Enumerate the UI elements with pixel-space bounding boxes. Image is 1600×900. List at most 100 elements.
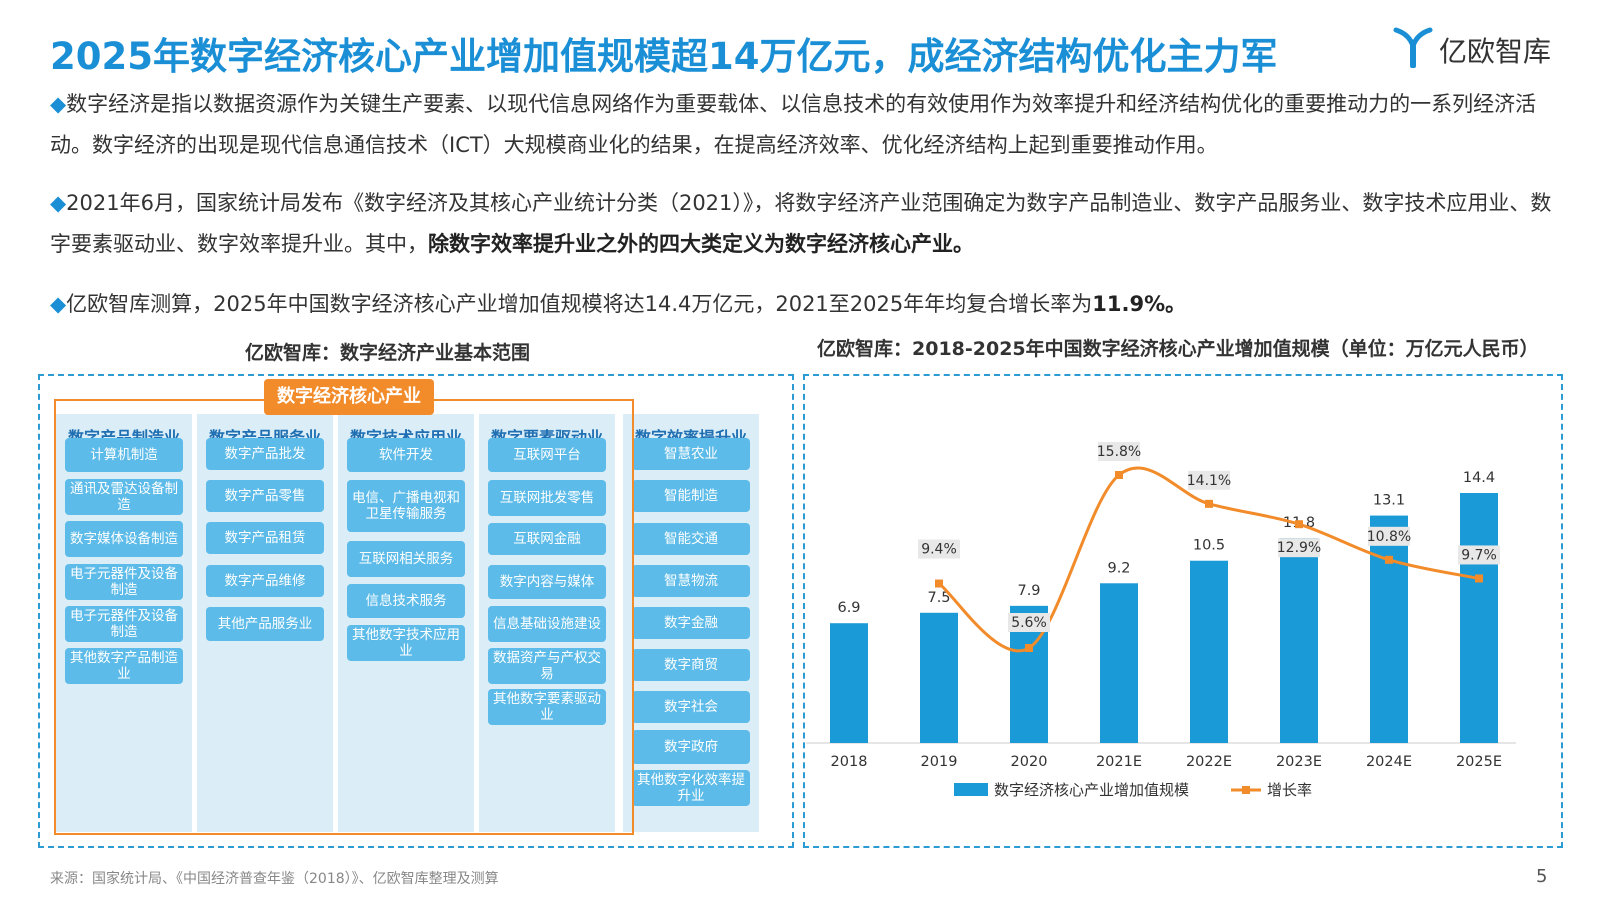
industry-column: 数字效率提升业智慧农业智能制造智能交通智慧物流数字金融数字商贸数字社会数字政府其…: [623, 414, 759, 832]
x-tick-label: 2019: [921, 754, 958, 770]
industry-item: 计算机制造: [65, 438, 183, 472]
rate-label: 14.1%: [1187, 473, 1231, 489]
core-industry-frame: [54, 399, 634, 835]
industry-item: 智慧物流: [632, 565, 750, 597]
industry-column: 数字要素驱动业互联网平台互联网批发零售互联网金融数字内容与媒体信息基础设施建设数…: [479, 414, 615, 832]
industry-item: 其他数字要素驱动业: [488, 689, 606, 725]
logo-text: 亿欧智库: [1439, 35, 1552, 68]
industry-item: 互联网金融: [488, 523, 606, 555]
core-industry-label: 数字经济核心产业: [264, 379, 434, 415]
intro-paragraph-3: ◆亿欧智库测算，2025年中国数字经济核心产业增加值规模将达14.4万亿元，20…: [50, 284, 1570, 325]
paragraph-text: 2021年6月，国家统计局发布《数字经济及其核心产业统计分类（2021）》，将数…: [50, 191, 1552, 256]
industry-item: 通讯及雷达设备制造: [65, 479, 183, 515]
legend-bar-label: 数字经济核心产业增加值规模: [994, 781, 1189, 799]
intro-paragraph-2: ◆2021年6月，国家统计局发布《数字经济及其核心产业统计分类（2021）》，将…: [50, 183, 1570, 265]
rate-label: 12.9%: [1277, 540, 1321, 556]
bullet-diamond-icon: ◆: [50, 292, 67, 316]
chart-title: 亿欧智库：2018-2025年中国数字经济核心产业增加值规模（单位：万亿元人民币…: [817, 338, 1539, 360]
bar: [1280, 538, 1318, 743]
bar-value-label: 7.9: [1017, 583, 1040, 599]
paragraph-bold-text: 11.9%。: [1092, 292, 1187, 316]
page-number: 5: [1536, 866, 1548, 887]
industry-item: 智慧农业: [632, 438, 750, 470]
bullet-diamond-icon: ◆: [50, 92, 67, 116]
industry-item: 数字金融: [632, 607, 750, 639]
industry-item: 数据资产与产权交易: [488, 648, 606, 684]
industry-item: 其他数字化效率提升业: [632, 770, 750, 806]
industry-item: 数字产品零售: [206, 480, 324, 512]
legend-line-label: 增长率: [1267, 781, 1312, 799]
industry-item: 数字产品租赁: [206, 522, 324, 554]
growth-rate-marker: [1385, 555, 1393, 564]
source-note: 来源：国家统计局、《中国经济普查年鉴（2018）》、亿欧智库整理及测算: [50, 871, 499, 887]
x-tick-label: 2025E: [1456, 754, 1502, 770]
growth-rate-marker: [1295, 520, 1303, 529]
industry-item: 信息基础设施建设: [488, 606, 606, 642]
industry-column: 数字产品服务业数字产品批发数字产品零售数字产品租赁数字产品维修其他产品服务业: [197, 414, 333, 832]
bar: [920, 612, 958, 743]
growth-rate-marker: [1205, 499, 1213, 508]
bar: [1100, 583, 1138, 743]
rate-label-bg: [1098, 442, 1140, 461]
bar-value-label: 9.2: [1107, 560, 1130, 576]
rate-label-bg: [1278, 538, 1320, 558]
rate-label: 5.6%: [1011, 615, 1047, 631]
paragraph-text: 亿欧智库测算，2025年中国数字经济核心产业增加值规模将达14.4万亿元，202…: [66, 292, 1093, 316]
industry-item: 数字媒体设备制造: [65, 521, 183, 557]
industry-item: 其他数字产品制造业: [65, 648, 183, 684]
page-title: 2025年数字经济核心产业增加值规模超14万亿元，成经济结构优化主力军: [50, 35, 1278, 78]
bar-value-label: 13.1: [1373, 493, 1405, 509]
industry-item: 数字产品批发: [206, 438, 324, 470]
chart-panel: [803, 374, 1563, 848]
industry-item: 智能制造: [632, 480, 750, 512]
rate-label: 15.8%: [1097, 444, 1141, 460]
bar-value-label: 10.5: [1193, 538, 1225, 554]
x-tick-label: 2018: [831, 754, 868, 770]
industry-item: 互联网相关服务: [347, 541, 465, 577]
industry-item: 数字商贸: [632, 649, 750, 681]
industry-scope-panel: [38, 374, 794, 848]
bar-value-label: 14.4: [1463, 470, 1495, 486]
industry-item: 其他产品服务业: [206, 607, 324, 641]
industry-item: 其他数字技术应用业: [347, 625, 465, 661]
paragraph-text: 数字经济是指以数据资源作为关键生产要素、以现代信息网络作为重要载体、以信息技术的…: [50, 92, 1537, 157]
bar: [1190, 560, 1228, 743]
rate-label: 10.8%: [1367, 529, 1411, 545]
growth-rate-marker: [1475, 574, 1483, 583]
yiou-logo-icon: [1393, 27, 1433, 68]
rate-label-bg: [918, 539, 960, 559]
industry-column: 数字产品制造业计算机制造通讯及雷达设备制造数字媒体设备制造电子元器件及设备制造电…: [56, 414, 192, 832]
growth-rate-marker: [1025, 644, 1033, 652]
industry-item: 数字内容与媒体: [488, 565, 606, 599]
bar: [830, 623, 868, 743]
industry-item: 电子元器件及设备制造: [65, 564, 183, 600]
rate-label-bg: [1188, 470, 1230, 490]
industry-item: 互联网批发零售: [488, 480, 606, 516]
x-tick-label: 2023E: [1276, 754, 1322, 770]
intro-paragraph-1: ◆数字经济是指以数据资源作为关键生产要素、以现代信息网络作为重要载体、以信息技术…: [50, 84, 1570, 166]
industry-scope-title: 亿欧智库：数字经济产业基本范围: [245, 342, 531, 364]
industry-item: 数字政府: [632, 730, 750, 764]
paragraph-bold-text: 除数字效率提升业之外的四大类定义为数字经济核心产业。: [428, 232, 974, 256]
industry-item: 电信、广播电视和卫星传输服务: [347, 480, 465, 532]
industry-item: 智能交通: [632, 523, 750, 555]
industry-item: 软件开发: [347, 438, 465, 472]
rate-label: 9.7%: [1461, 547, 1497, 563]
industry-item: 信息技术服务: [347, 584, 465, 618]
rate-label-bg: [1458, 545, 1500, 565]
x-tick-label: 2024E: [1366, 754, 1412, 770]
value-added-chart: 6.920187.520197.920209.22021E10.52022E11…: [806, 442, 1516, 799]
industry-item: 互联网平台: [488, 438, 606, 472]
industry-column: 数字技术应用业软件开发电信、广播电视和卫星传输服务互联网相关服务信息技术服务其他…: [338, 414, 474, 832]
x-tick-label: 2020: [1011, 754, 1048, 770]
bar: [1370, 515, 1408, 743]
bar: [1460, 493, 1498, 743]
yiou-logo: 亿欧智库: [1393, 24, 1573, 70]
x-tick-label: 2021E: [1096, 754, 1142, 770]
bar-value-label: 6.9: [837, 600, 860, 616]
rate-label-bg: [1368, 526, 1410, 546]
growth-rate-marker: [935, 579, 943, 588]
bullet-diamond-icon: ◆: [50, 191, 67, 215]
growth-rate-marker: [1115, 471, 1123, 479]
x-tick-label: 2022E: [1186, 754, 1232, 770]
